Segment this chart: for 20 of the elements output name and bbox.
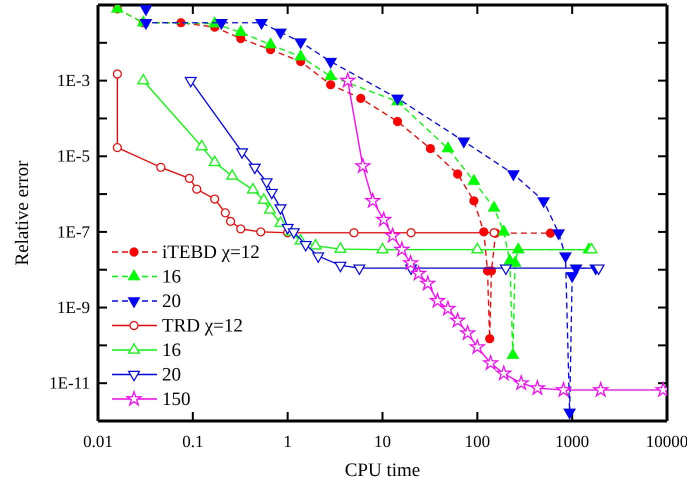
y-tick-label: 1E-5 [56, 146, 90, 166]
x-tick-label: 10 [374, 432, 391, 452]
y-tick-label: 1E-3 [56, 71, 90, 90]
legend-label: iTEBD χ=12 [162, 242, 260, 263]
y-axis-title: Relative error [12, 160, 33, 266]
x-tick-label: 100 [464, 432, 490, 452]
y-tick-label: 1E-9 [56, 298, 90, 317]
legend-label: 16 [162, 340, 181, 361]
legend-label: 20 [162, 364, 181, 386]
x-tick-label: 1000 [555, 432, 590, 452]
x-tick-label: 0.01 [83, 432, 113, 452]
legend-label: 20 [162, 291, 181, 312]
x-axis-title: CPU time [344, 460, 420, 481]
legend-label: 16 [162, 266, 181, 288]
x-tick-label: 0.1 [182, 432, 204, 452]
legend-label: 150 [162, 389, 190, 410]
legend-label: TRD χ=12 [162, 316, 243, 336]
y-tick-label: 1E-7 [56, 222, 90, 242]
y-tick-label: 1E-11 [49, 374, 90, 393]
x-tick-label: 1 [283, 432, 292, 452]
